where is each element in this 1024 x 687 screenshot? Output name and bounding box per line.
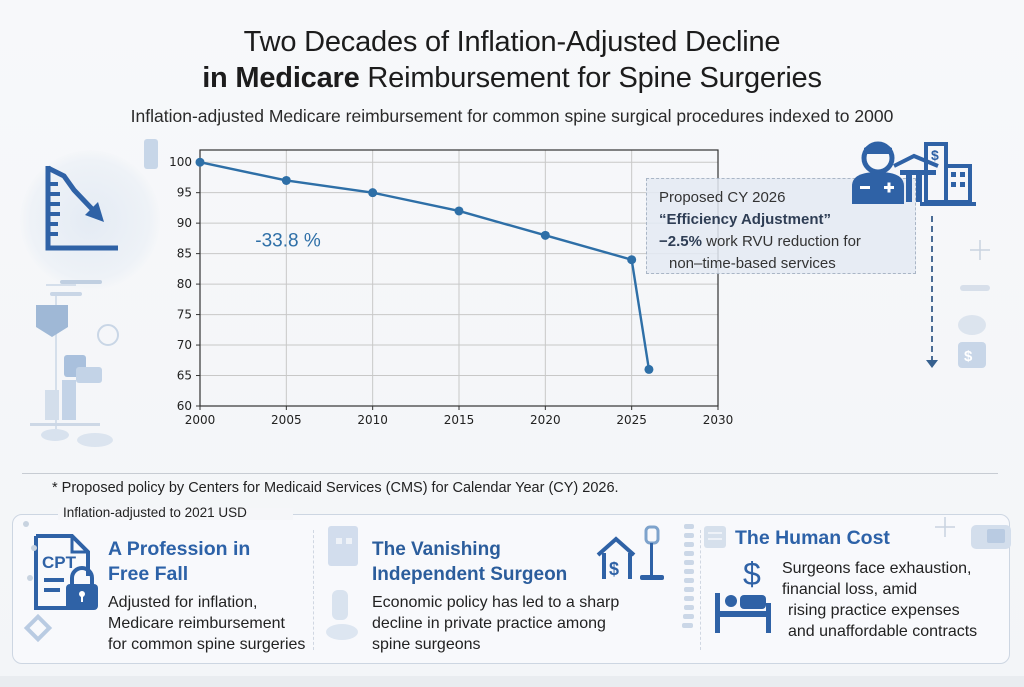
y-tick-label: 60: [177, 399, 192, 413]
arrow-down-icon: [926, 360, 938, 368]
data-point-2010: [368, 188, 378, 198]
card2-text-line: Economic policy has led to a sharp: [372, 594, 620, 611]
decorative-right-icons: $: [958, 240, 990, 368]
card1-title-line1: A Profession in: [108, 538, 251, 560]
svg-text:$: $: [931, 147, 939, 163]
callout-line2: “Efficiency Adjustment”: [659, 211, 831, 228]
svg-text:$: $: [964, 348, 973, 365]
callout-line1: Proposed CY 2026: [659, 189, 786, 206]
data-point-2026: [644, 364, 654, 374]
x-axis-ticks: 2000 2005 2010 2015 2020 2025 2030: [185, 406, 734, 427]
y-tick-label: 100: [169, 155, 192, 169]
card1-text-line: Adjusted for inflation,: [108, 594, 258, 611]
declining-chart-icon: [45, 165, 118, 251]
y-tick-label: 85: [177, 247, 192, 261]
x-tick-label: 2005: [271, 413, 302, 427]
data-point-2020: [540, 230, 550, 240]
house-dollar-icon: $: [596, 525, 664, 580]
card2-text-line: spine surgeons: [372, 636, 481, 653]
cpt-label: CPT: [42, 553, 77, 572]
card3-text-line: Surgeons face exhaustion,: [782, 560, 972, 577]
footnote-policy: * Proposed policy by Centers for Medicai…: [52, 480, 619, 496]
data-point-2005: [281, 175, 291, 185]
data-point-2015: [454, 206, 464, 216]
decorative-medical-icons: [30, 139, 158, 447]
decorative-device-icon: [935, 517, 1011, 549]
chart-grid: [199, 150, 719, 407]
card3-text-line: financial loss, amid: [782, 581, 918, 598]
x-tick-label: 2000: [185, 413, 216, 427]
y-axis-ticks: 60 65 70 75 80 85 90 95 100: [169, 155, 200, 413]
svg-text:$: $: [609, 559, 619, 579]
cpt-document-lock-icon: CPT: [34, 534, 98, 610]
decorative-dots: [23, 521, 53, 643]
x-tick-label: 2010: [357, 413, 388, 427]
card-divider: [313, 530, 314, 650]
card2-text-line: decline in private practice among: [372, 615, 606, 632]
series-points: [195, 157, 654, 374]
title-rest-part: Reimbursement for Spine Surgeries: [359, 62, 822, 94]
info-cards-panel: [12, 514, 1010, 664]
x-tick-label: 2020: [530, 413, 561, 427]
decorative-circle: [20, 150, 160, 290]
svg-text:$: $: [743, 556, 761, 592]
card-title-human-cost: The Human Cost: [735, 527, 890, 549]
y-tick-label: 75: [177, 308, 192, 322]
series-line: [199, 161, 651, 370]
document-icon: [704, 526, 726, 548]
y-tick-label: 65: [177, 369, 192, 383]
efficiency-adjustment-callout: Proposed CY 2026 “Efficiency Adjustment”…: [646, 178, 916, 274]
dashed-arrow-line: [931, 216, 933, 362]
data-point-2000: [195, 157, 205, 167]
card1-text-line: Medicare reimbursement: [108, 615, 285, 632]
panel-label-gap: [58, 508, 293, 520]
card3-text-line: rising practice expenses: [788, 602, 960, 619]
card1-text-line: for common spine surgeries: [108, 636, 306, 653]
section-divider: [22, 473, 998, 474]
clinic-building-icon: [326, 526, 358, 640]
y-tick-label: 90: [177, 216, 192, 230]
card3-text-line: and unaffordable contracts: [788, 623, 978, 640]
card-divider: [700, 530, 701, 650]
card2-title-line2: Independent Surgeon: [372, 564, 568, 585]
page-title-line2: in Medicare Reimbursement for Spine Surg…: [0, 60, 1024, 96]
subtitle: Inflation-adjusted Medicare reimbursemen…: [130, 106, 894, 126]
surgeon-bed-dollar-icon: $: [715, 556, 771, 633]
card-text-human-cost: Surgeons face exhaustion, financial loss…: [782, 558, 977, 642]
y-tick-label: 70: [177, 338, 192, 352]
data-point-2025: [627, 255, 637, 265]
x-tick-label: 2025: [616, 413, 647, 427]
percent-change-annotation: -33.8 %: [255, 230, 321, 251]
footnote-usd: Inflation-adjusted to 2021 USD: [63, 505, 247, 520]
card-text-profession: Adjusted for inflation, Medicare reimbur…: [108, 592, 305, 655]
page-title-line1: Two Decades of Inflation-Adjusted Declin…: [243, 26, 781, 58]
bottom-strip: [0, 676, 1024, 687]
x-tick-label: 2030: [703, 413, 734, 427]
x-tick-label: 2015: [444, 413, 475, 427]
surgeon-hospital-icon: $: [852, 141, 976, 206]
card1-title-line2: Free Fall: [108, 563, 189, 585]
card-title-vanishing: The Vanishing Independent Surgeon: [372, 537, 567, 587]
title-bold-part: in Medicare: [202, 62, 360, 94]
callout-percent: −2.5%: [659, 233, 702, 250]
y-tick-label: 80: [177, 277, 192, 291]
spine-icon: [682, 524, 694, 628]
line-chart: 60 65 70 75 80 85 90 95 100 2000 2005 2010 2015 2020…: [169, 149, 734, 427]
callout-line4: non–time-based services: [669, 255, 836, 272]
card-title-profession: A Profession in Free Fall: [108, 537, 250, 587]
card2-title-line1: The Vanishing: [372, 539, 501, 560]
callout-line3: −2.5% work RVU reduction for: [659, 231, 915, 253]
callout-line3-text: work RVU reduction for: [701, 233, 861, 250]
card-text-vanishing: Economic policy has led to a sharp decli…: [372, 592, 619, 655]
y-tick-label: 95: [177, 186, 192, 200]
